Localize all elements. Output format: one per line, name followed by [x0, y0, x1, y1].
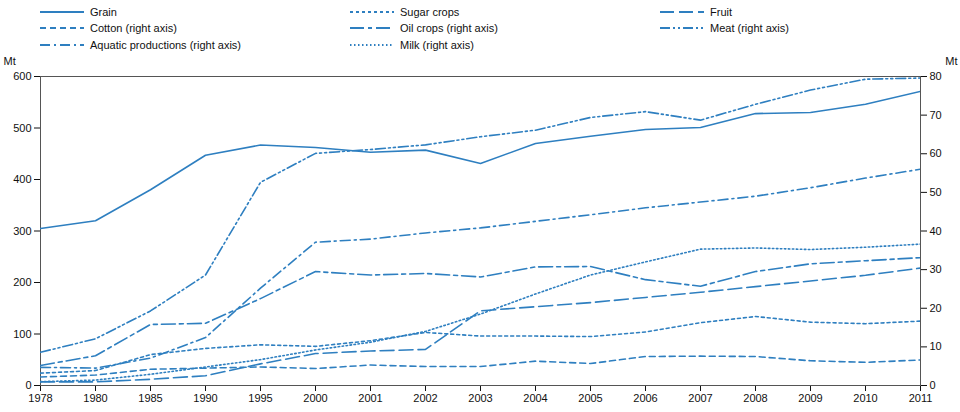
svg-text:Mt: Mt: [945, 55, 957, 67]
svg-text:2004: 2004: [523, 392, 547, 404]
svg-text:600: 600: [13, 70, 31, 82]
html-text:Oil crops (right axis): Oil crops (right axis): [400, 22, 498, 35]
svg-text:1995: 1995: [248, 392, 272, 404]
svg-text:0: 0: [930, 379, 936, 391]
svg-text:100: 100: [13, 328, 31, 340]
svg-text:Mt: Mt: [4, 55, 16, 67]
svg-text:30: 30: [930, 263, 942, 275]
html-text:Fruit: Fruit: [710, 5, 732, 18]
svg-text:400: 400: [13, 173, 31, 185]
svg-text:50: 50: [930, 186, 942, 198]
svg-text:2003: 2003: [468, 392, 492, 404]
svg-text:2006: 2006: [633, 392, 657, 404]
svg-text:20: 20: [930, 302, 942, 314]
svg-text:500: 500: [13, 122, 31, 134]
svg-text:1980: 1980: [83, 392, 107, 404]
svg-text:200: 200: [13, 276, 31, 288]
svg-text:0: 0: [25, 379, 31, 391]
svg-text:2007: 2007: [688, 392, 712, 404]
svg-text:300: 300: [13, 225, 31, 237]
html-text:Aquatic productions (right axi: Aquatic productions (right axis): [90, 38, 241, 51]
svg-text:60: 60: [930, 147, 942, 159]
svg-text:2010: 2010: [853, 392, 877, 404]
svg-text:2001: 2001: [358, 392, 382, 404]
svg-text:10: 10: [930, 340, 942, 352]
svg-text:2011: 2011: [909, 392, 933, 404]
html-text:Grain: Grain: [90, 5, 117, 18]
svg-text:2009: 2009: [798, 392, 822, 404]
svg-text:70: 70: [930, 109, 942, 121]
svg-text:2008: 2008: [743, 392, 767, 404]
html-text:Milk (right axis): Milk (right axis): [400, 38, 474, 51]
svg-text:1990: 1990: [193, 392, 217, 404]
svg-text:2005: 2005: [578, 392, 602, 404]
html-text:Sugar crops: Sugar crops: [400, 5, 460, 18]
html-text:Cotton (right axis): Cotton (right axis): [90, 22, 177, 35]
svg-text:2000: 2000: [303, 392, 327, 404]
svg-text:1985: 1985: [138, 392, 162, 404]
svg-text:1978: 1978: [28, 392, 52, 404]
svg-text:40: 40: [930, 225, 942, 237]
svg-text:80: 80: [930, 70, 942, 82]
html-text:Meat (right axis): Meat (right axis): [710, 22, 789, 35]
svg-text:2002: 2002: [413, 392, 437, 404]
